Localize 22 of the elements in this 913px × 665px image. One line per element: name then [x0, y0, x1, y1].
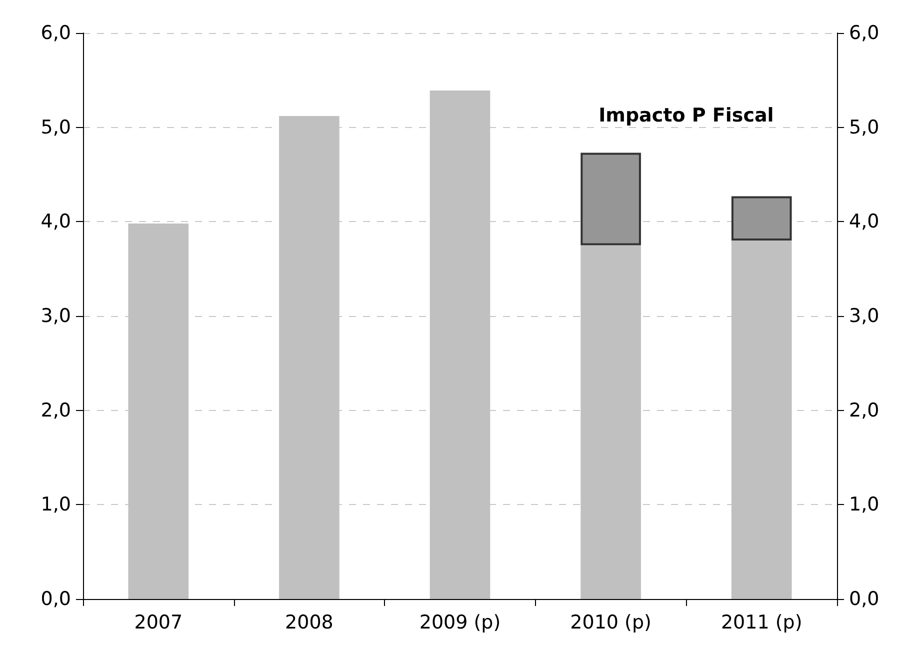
- x-tick-label: 2011 (p): [720, 612, 802, 634]
- y2-tick-label: 3,0: [849, 305, 880, 327]
- x-tick-label: 2008: [285, 612, 334, 634]
- x-tick-label: 2009 (p): [419, 612, 501, 634]
- y2-tick-label: 0,0: [849, 588, 880, 610]
- y2-tick-label: 5,0: [849, 116, 880, 138]
- x-tick-label: 2007: [134, 612, 183, 634]
- y-tick-label: 5,0: [40, 116, 71, 138]
- y-tick-label: 4,0: [40, 210, 71, 233]
- y2-tick-label: 4,0: [849, 210, 880, 233]
- y-tick-label: 3,0: [40, 305, 71, 327]
- y-tick-label: 1,0: [40, 494, 71, 516]
- y-tick-label: 2,0: [40, 399, 71, 422]
- bar: [731, 196, 792, 241]
- series-label: Impacto P Fiscal: [598, 104, 774, 126]
- y2-tick-label: 6,0: [849, 22, 880, 44]
- y2-tick-label: 2,0: [849, 399, 880, 422]
- y-tick-label: 6,0: [40, 22, 71, 44]
- x-tick-label: 2010 (p): [570, 612, 652, 634]
- y-tick-label: 0,0: [40, 588, 71, 610]
- y2-tick-label: 1,0: [849, 494, 880, 516]
- bar: [580, 152, 641, 246]
